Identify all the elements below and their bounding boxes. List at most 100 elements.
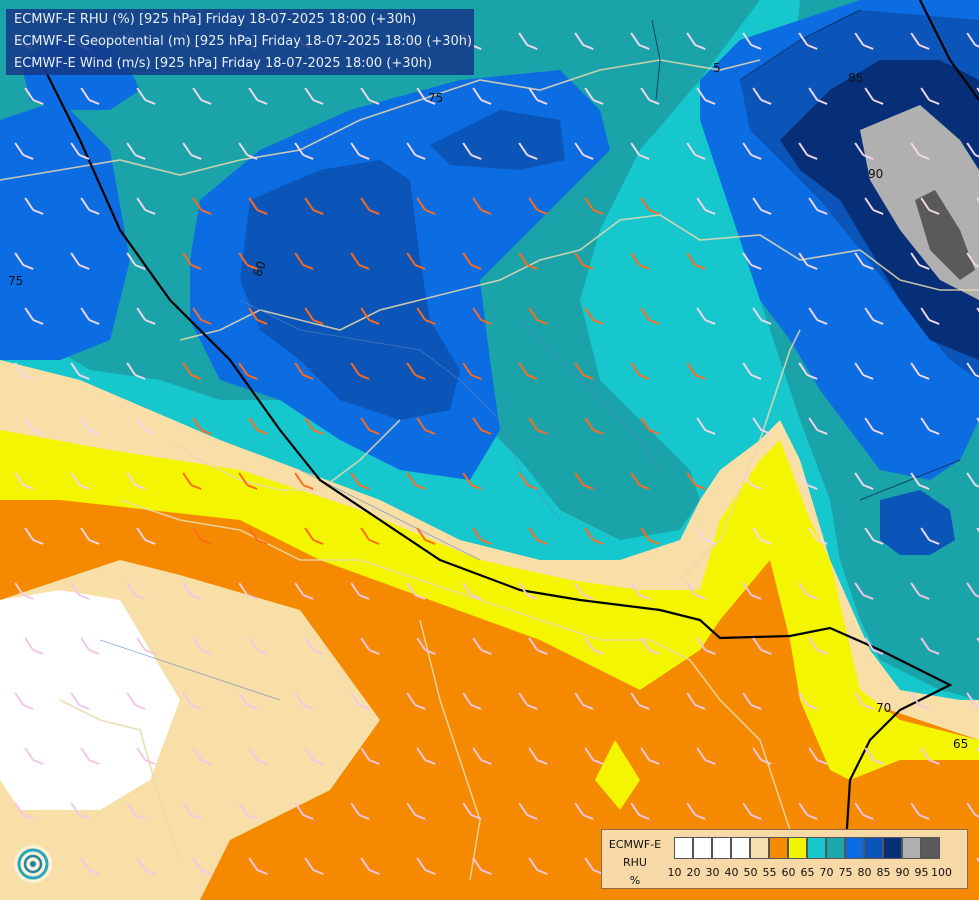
- contour-label-65: 65: [953, 737, 968, 751]
- legend-swatch: [750, 837, 769, 859]
- wind-barb: [574, 362, 594, 380]
- legend-tick-label: 90: [895, 866, 910, 879]
- wind-barb: [70, 802, 90, 820]
- wind-barb: [406, 692, 426, 710]
- wind-barb: [136, 307, 156, 325]
- wind-barb: [854, 582, 874, 600]
- wind-barb: [910, 582, 930, 600]
- wind-barb: [686, 692, 706, 710]
- rhu-zone-80-85-n: [430, 110, 565, 170]
- wind-barb: [864, 87, 884, 105]
- wind-barb: [864, 307, 884, 325]
- wind-barb: [574, 692, 594, 710]
- wind-barb: [238, 802, 258, 820]
- wind-barb: [248, 417, 268, 435]
- wind-barb: [686, 582, 706, 600]
- wind-barb: [416, 857, 436, 875]
- wind-barb: [630, 252, 650, 270]
- wind-barb: [462, 252, 482, 270]
- contour-label-75-west: 75: [8, 274, 23, 288]
- rhu-zone-60-65: [0, 430, 979, 780]
- wind-barb: [24, 87, 44, 105]
- rivers: [99, 299, 661, 701]
- wind-barb: [360, 307, 380, 325]
- wind-barb: [574, 32, 594, 50]
- wind-barb: [304, 857, 324, 875]
- wind-barb: [126, 582, 146, 600]
- wind-barb: [248, 307, 268, 325]
- wind-barb: [640, 307, 660, 325]
- wind-barb: [416, 417, 436, 435]
- wind-barb: [966, 472, 979, 488]
- wind-barb: [406, 142, 426, 160]
- wind-barb: [584, 527, 604, 545]
- wind-barb: [854, 692, 874, 710]
- wind-barb: [192, 527, 212, 545]
- wind-barb: [584, 417, 604, 435]
- legend-swatch: [807, 837, 826, 859]
- wind-barb: [630, 802, 650, 820]
- wind-barb: [462, 802, 482, 820]
- wind-barb: [696, 747, 716, 765]
- legend-swatch: [674, 837, 693, 859]
- wind-barb: [966, 32, 979, 48]
- wind-barb: [528, 747, 548, 765]
- wind-barb: [920, 87, 940, 105]
- legend-tick-label: 20: [686, 866, 701, 879]
- wind-barb: [518, 142, 538, 160]
- wind-barb: [696, 527, 716, 545]
- wind-barb: [752, 87, 772, 105]
- wind-barb: [518, 472, 538, 490]
- wind-barb: [70, 252, 90, 270]
- wind-barb: [472, 747, 492, 765]
- rhu-contours: [651, 9, 961, 501]
- wind-barb: [80, 197, 100, 215]
- wind-barb: [854, 472, 874, 490]
- wind-barb: [630, 692, 650, 710]
- wind-barb: [584, 197, 604, 215]
- wind-barb: [798, 692, 818, 710]
- wind-barb: [528, 417, 548, 435]
- rhu-zone-below-50: [0, 590, 180, 810]
- wind-barb: [350, 582, 370, 600]
- wind-barb: [752, 197, 772, 215]
- wind-barb: [752, 637, 772, 655]
- wind-barb: [462, 362, 482, 380]
- wind-barb: [966, 582, 979, 598]
- wind-barb: [686, 142, 706, 160]
- wind-barb: [574, 802, 594, 820]
- header-rhu-line: ECMWF-E RHU (%) [925 hPa] Friday 18-07-2…: [14, 12, 417, 27]
- wind-barb: [518, 252, 538, 270]
- wind-barb: [808, 87, 828, 105]
- contour-label-75: 75: [428, 91, 443, 105]
- legend-tick-label: 30: [705, 866, 720, 879]
- wind-barb: [528, 197, 548, 215]
- wind-barb: [686, 32, 706, 50]
- wind-barb: [182, 142, 202, 160]
- wind-barb: [350, 252, 370, 270]
- wind-barb: [640, 637, 660, 655]
- wind-barb: [742, 472, 762, 490]
- wind-barb: [14, 692, 34, 710]
- wind-barb: [304, 637, 324, 655]
- wind-barb: [472, 857, 492, 875]
- contour-label-80: 80: [250, 259, 268, 278]
- wind-barb: [350, 802, 370, 820]
- legend-swatch: [902, 837, 921, 859]
- legend-tick-labels: 10 20 30 40 50 55 60 65 70 75 80 85 90 95 100: [668, 866, 953, 879]
- ecmwf-logo-icon: [14, 845, 52, 883]
- wind-barb: [742, 692, 762, 710]
- legend-swatches: [674, 837, 940, 859]
- wind-barb: [182, 472, 202, 490]
- wind-barb: [192, 197, 212, 215]
- wind-barb: [14, 362, 34, 380]
- wind-barb: [24, 307, 44, 325]
- wind-barb: [574, 252, 594, 270]
- wind-barb: [686, 472, 706, 490]
- wind-barb: [696, 197, 716, 215]
- wind-barb: [126, 692, 146, 710]
- wind-barb: [192, 307, 212, 325]
- legend-tick-label: 40: [724, 866, 739, 879]
- wind-barb: [742, 362, 762, 380]
- contour-label-70: 70: [876, 701, 891, 715]
